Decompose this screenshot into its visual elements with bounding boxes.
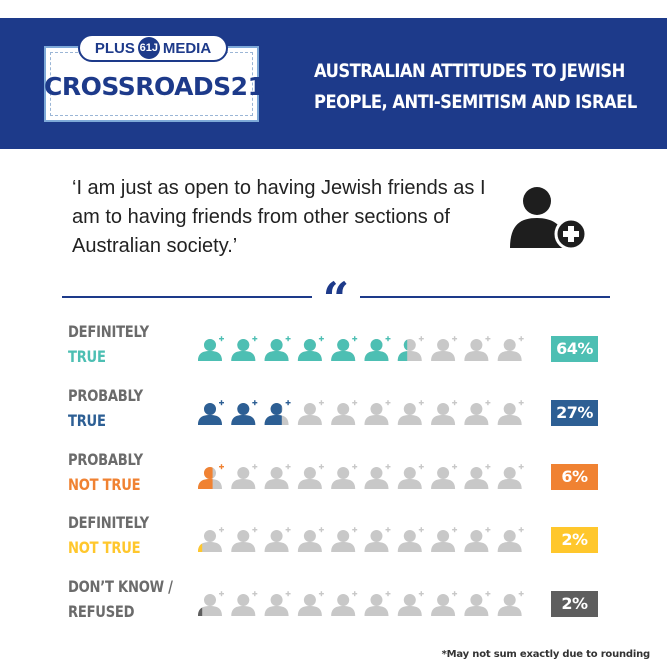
person-icon xyxy=(364,527,391,552)
quotation-mark-icon: “ xyxy=(322,272,350,326)
person-icon xyxy=(297,527,324,552)
person-icon xyxy=(297,336,324,361)
row-label-line-2: Refused xyxy=(68,602,135,621)
person-icon xyxy=(231,400,258,425)
row-label-line-1: Definitely xyxy=(68,322,149,341)
percent-label: 2% xyxy=(551,527,598,553)
person-icon xyxy=(297,464,324,489)
row-label: Don’t know / Refused xyxy=(68,574,173,624)
quote-text: ‘I am just as open to having Jewish frie… xyxy=(72,177,486,257)
person-icon xyxy=(231,464,258,489)
person-icon xyxy=(264,336,291,361)
person-icon xyxy=(297,400,324,425)
person-icon xyxy=(198,591,224,616)
person-icon xyxy=(331,336,358,361)
person-icon xyxy=(231,591,258,616)
person-icon xyxy=(497,464,524,489)
person-icon xyxy=(231,336,258,361)
user-plus-icon xyxy=(510,187,587,251)
row-label-line-2: True xyxy=(68,347,106,366)
person-icon xyxy=(497,400,524,425)
person-icon xyxy=(397,400,424,425)
person-icon xyxy=(264,464,291,489)
percent-label: 6% xyxy=(551,464,598,490)
person-icon xyxy=(497,591,524,616)
row-label-line-1: Don’t know / xyxy=(68,577,173,596)
person-icon xyxy=(397,591,424,616)
row-label-line-1: Probably xyxy=(68,450,143,469)
person-icon xyxy=(364,336,391,361)
divider-left xyxy=(62,296,312,298)
person-icon xyxy=(497,527,524,552)
row-label-line-2: Not True xyxy=(68,538,141,557)
row-label: Definitely True xyxy=(68,319,166,369)
person-icon xyxy=(264,591,291,616)
person-icon xyxy=(464,464,491,489)
person-icon xyxy=(464,527,491,552)
title-line-2: people, anti-semitism and Israel xyxy=(314,91,637,113)
person-icon xyxy=(198,527,224,552)
title-line-1: Australian attitudes to Jewish xyxy=(314,60,625,82)
person-icon xyxy=(198,336,224,361)
person-icon xyxy=(331,400,358,425)
person-icon xyxy=(198,400,224,425)
person-icon xyxy=(497,336,524,361)
logo-pill: PLUS 61J MEDIA xyxy=(78,34,228,62)
person-icon xyxy=(231,527,258,552)
person-icon xyxy=(431,591,458,616)
logo-prefix: PLUS xyxy=(94,39,135,57)
row-label: Probably True xyxy=(68,383,166,433)
person-icon xyxy=(198,464,224,489)
footnote: *May not sum exactly due to rounding xyxy=(441,649,651,660)
row-label-line-2: True xyxy=(68,411,106,430)
person-icon xyxy=(431,336,458,361)
percent-label: 2% xyxy=(551,591,598,617)
person-icon xyxy=(431,464,458,489)
row-label-line-1: Probably xyxy=(68,386,143,405)
person-icon xyxy=(431,400,458,425)
person-icon xyxy=(431,527,458,552)
row-label-line-2: Not True xyxy=(68,475,141,494)
page-title: Australian attitudes to Jewish people, a… xyxy=(314,56,637,118)
person-icon xyxy=(397,336,424,361)
row-label: Probably Not True xyxy=(68,447,166,497)
row-label: Definitely Not True xyxy=(68,510,166,560)
person-icon xyxy=(297,591,324,616)
person-icon xyxy=(364,591,391,616)
divider-right xyxy=(360,296,610,298)
person-icon xyxy=(464,336,491,361)
person-icon xyxy=(331,464,358,489)
logo-badge: 61J xyxy=(137,37,160,59)
person-icon xyxy=(397,527,424,552)
row-label-line-1: Definitely xyxy=(68,513,149,532)
person-icon xyxy=(264,400,291,425)
percent-label: 27% xyxy=(551,400,598,426)
logo-wordmark: CROSSROADS21 xyxy=(44,72,265,101)
person-icon xyxy=(364,400,391,425)
person-icon xyxy=(464,591,491,616)
percent-label: 64% xyxy=(551,336,598,362)
person-icon xyxy=(331,527,358,552)
person-icon xyxy=(464,400,491,425)
person-icon xyxy=(364,464,391,489)
person-icon xyxy=(264,527,291,552)
person-icon xyxy=(331,591,358,616)
logo-suffix: MEDIA xyxy=(162,39,212,57)
person-icon xyxy=(397,464,424,489)
